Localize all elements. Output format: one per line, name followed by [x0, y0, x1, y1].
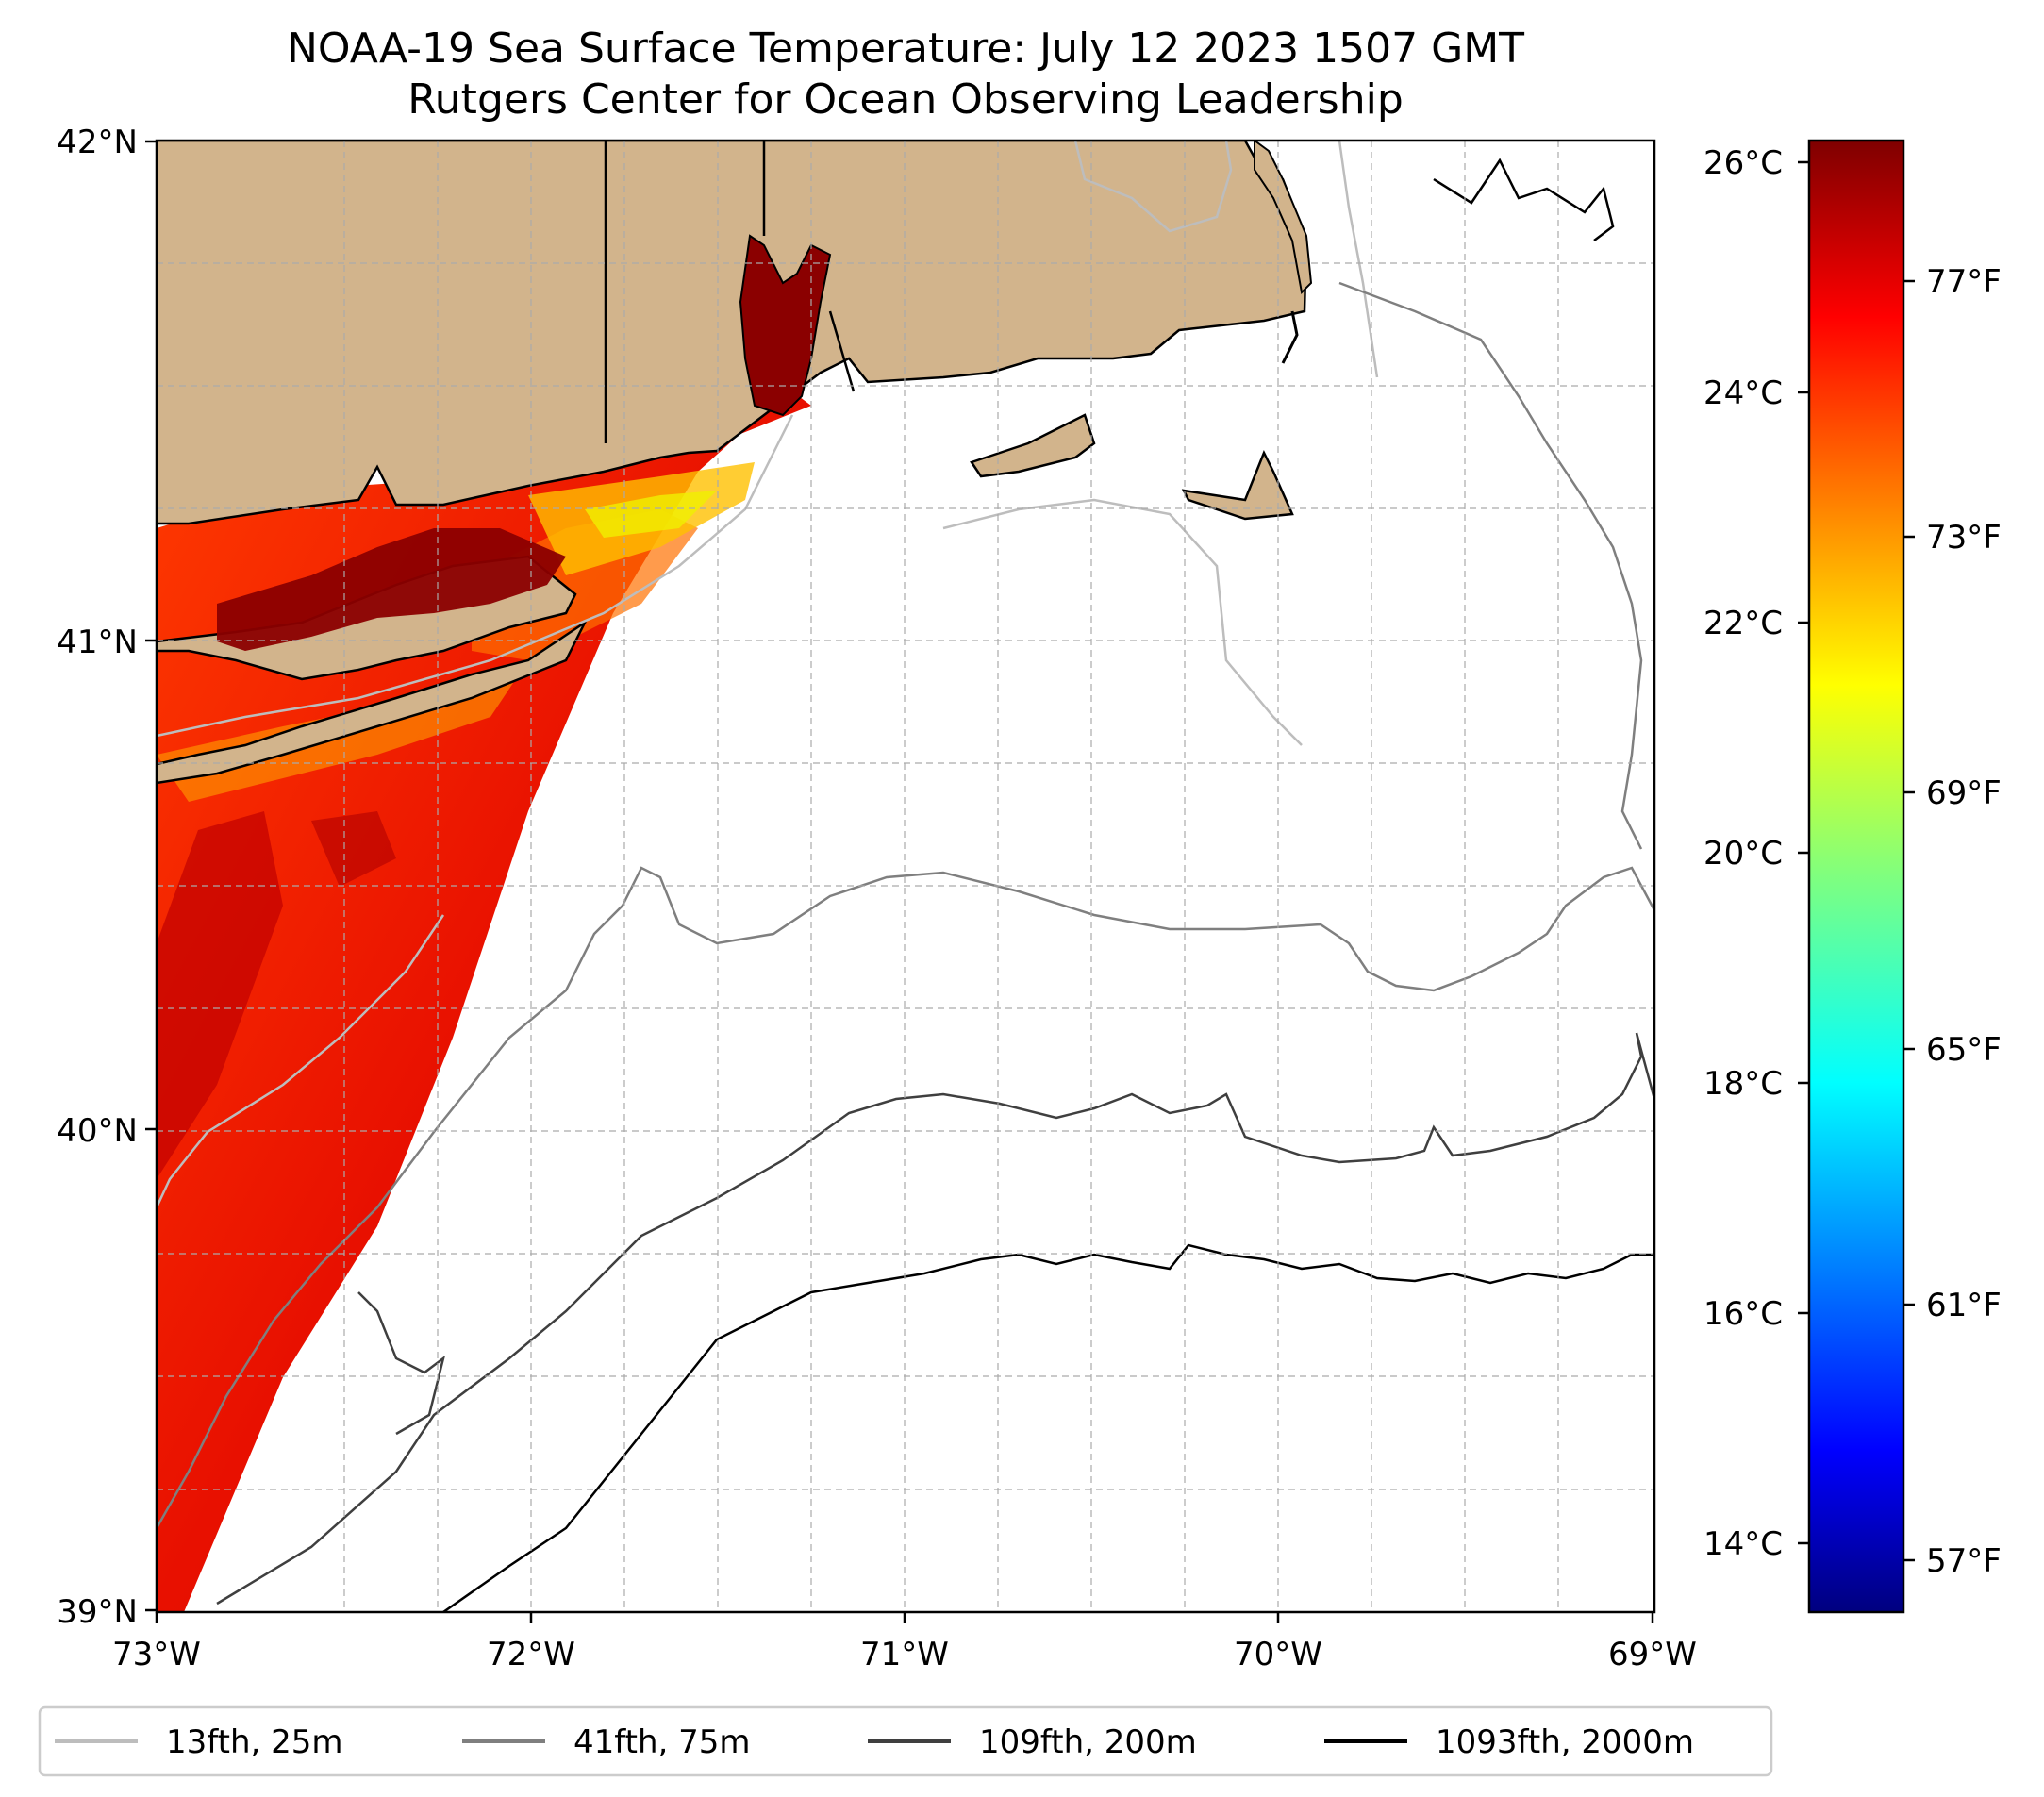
colorbar-f-57: 57°F [1926, 1542, 2002, 1580]
colorbar-f-61: 61°F [1926, 1287, 2002, 1324]
colorbar-f-65: 65°F [1926, 1031, 2002, 1069]
y-tick-41n: 41°N [57, 624, 138, 661]
colorbar-f-73: 73°F [1926, 519, 2002, 557]
y-tick-42n: 42°N [57, 124, 138, 161]
title-line-2: Rutgers Center for Ocean Observing Leade… [407, 75, 1404, 124]
legend-label-2000m: 1093fth, 2000m [1436, 1723, 1694, 1761]
x-tick-72w: 72°W [487, 1636, 575, 1673]
colorbar-c-24: 24°C [1703, 374, 1783, 412]
colorbar-c-22: 22°C [1703, 605, 1783, 642]
x-tick-69w: 69°W [1608, 1636, 1697, 1673]
colorbar-c-26: 26°C [1703, 144, 1783, 182]
x-tick-71w: 71°W [860, 1636, 949, 1673]
colorbar-f-77: 77°F [1926, 263, 2002, 301]
legend-label-25m: 13fth, 25m [166, 1723, 343, 1761]
legend-label-75m: 41fth, 75m [573, 1723, 751, 1761]
colorbar-f-69: 69°F [1926, 774, 2002, 812]
colorbar-c-16: 16°C [1703, 1295, 1783, 1333]
colorbar [1809, 141, 1903, 1612]
legend: 13fth, 25m 41fth, 75m 109fth, 200m 1093f… [40, 1707, 1771, 1775]
title-line-1: NOAA-19 Sea Surface Temperature: July 12… [287, 25, 1524, 73]
legend-label-200m: 109fth, 200m [979, 1723, 1197, 1761]
colorbar-c-20: 20°C [1703, 835, 1783, 873]
y-tick-39n: 39°N [57, 1593, 138, 1631]
y-tick-40n: 40°N [57, 1112, 138, 1150]
colorbar-c-14: 14°C [1703, 1525, 1783, 1563]
map-area[interactable] [157, 141, 1654, 1612]
x-tick-73w: 73°W [112, 1636, 201, 1673]
colorbar-c-18: 18°C [1703, 1065, 1783, 1103]
x-tick-70w: 70°W [1234, 1636, 1322, 1673]
